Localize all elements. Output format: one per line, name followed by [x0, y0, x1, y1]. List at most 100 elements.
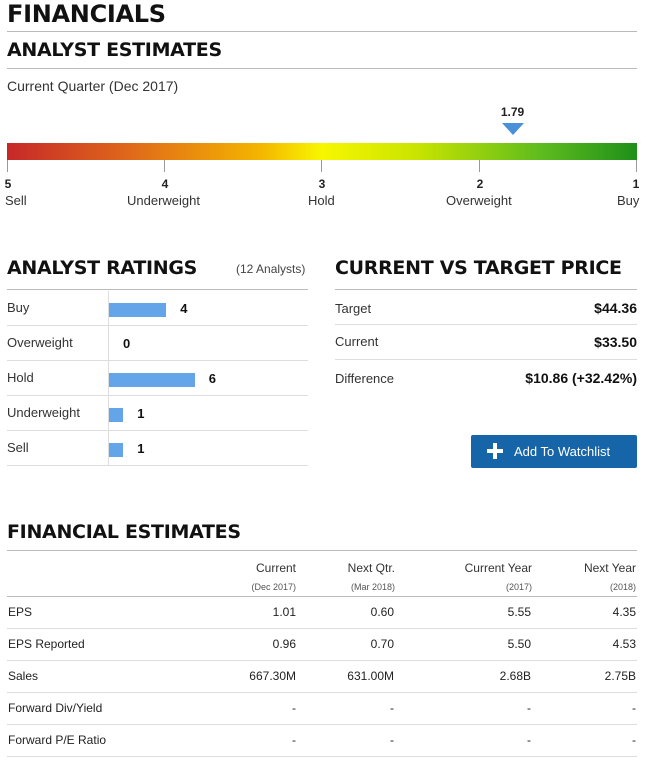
column-header-next-year: Next Year: [583, 561, 636, 575]
table-cell: 5.55: [507, 605, 531, 619]
current-label: Current: [335, 334, 379, 349]
current-vs-target-heading: CURRENT VS TARGET PRICE: [335, 257, 622, 279]
table-cell: 667.30M: [249, 669, 296, 683]
rating-value: 4: [180, 301, 188, 316]
consensus-marker-icon: [501, 123, 524, 135]
table-cell: 2.68B: [499, 669, 531, 683]
table-cell: -: [292, 701, 296, 715]
rating-label: Overweight: [7, 335, 73, 350]
quarter-label: Current Quarter (Dec 2017): [7, 78, 179, 94]
analyst-estimates-heading: ANALYST ESTIMATES: [7, 39, 222, 61]
row-label: EPS: [8, 605, 33, 619]
rating-bar: [109, 408, 124, 422]
target-divider: [335, 289, 637, 290]
rating-value: 6: [208, 371, 217, 386]
gauge-scale-number: 2: [476, 177, 484, 191]
target-value: $44.36: [594, 300, 637, 316]
consensus-gauge-bar: [7, 143, 637, 160]
column-header-next-qtr: Next Qtr.: [347, 561, 395, 575]
rating-row-buy: Buy 4: [7, 291, 308, 326]
column-subheader: (2017): [505, 582, 532, 592]
gauge-scale-label: Hold: [308, 193, 335, 208]
table-cell: -: [632, 701, 636, 715]
table-cell: 2.75B: [604, 669, 636, 683]
rating-value: 1: [137, 406, 145, 421]
gauge-scale-label: Buy: [617, 193, 640, 208]
rating-row-sell: Sell 1: [7, 431, 308, 466]
financial-divider: [7, 550, 637, 551]
table-header-divider: [7, 596, 637, 597]
table-row-forward-pe-ratio: Forward P/E Ratio - - - -: [7, 725, 637, 757]
gauge-scale-number: 5: [4, 177, 12, 191]
difference-value: $10.86 (+32.42%): [525, 370, 637, 386]
rating-bar: [109, 303, 167, 317]
current-value: $33.50: [594, 334, 637, 350]
rating-row-hold: Hold 6: [7, 361, 308, 396]
gauge-scale-label: Underweight: [127, 193, 200, 208]
analyst-count: (12 Analysts): [236, 262, 306, 276]
title-divider: [7, 31, 637, 32]
analyst-ratings-heading: ANALYST RATINGS: [7, 257, 198, 279]
ratings-divider: [7, 289, 308, 290]
rating-bar: [109, 443, 124, 457]
table-cell: 5.50: [507, 637, 531, 651]
gauge-tick: [479, 160, 480, 172]
rating-value: 0: [123, 336, 131, 351]
rating-bar: [109, 373, 195, 387]
add-to-watchlist-button[interactable]: Add To Watchlist: [471, 435, 637, 468]
table-row-eps-reported: EPS Reported 0.96 0.70 5.50 4.53: [7, 629, 637, 661]
table-cell: 1.01: [272, 605, 296, 619]
row-label: Sales: [8, 669, 39, 683]
column-subheader: (2018): [609, 582, 636, 592]
gauge-scale-number: 3: [318, 177, 326, 191]
gauge-scale-number: 1: [632, 177, 640, 191]
column-subheader: (Dec 2017): [251, 582, 296, 592]
rating-label: Underweight: [7, 405, 80, 420]
page-title: FINANCIALS: [7, 0, 166, 28]
gauge-scale-number: 4: [161, 177, 169, 191]
rating-label: Sell: [7, 440, 29, 455]
table-cell: -: [390, 701, 394, 715]
rating-axis: [108, 396, 109, 431]
current-price-row: Current $33.50: [335, 325, 637, 360]
column-subheader: (Mar 2018): [350, 582, 395, 592]
estimates-divider: [7, 68, 637, 69]
rating-row-underweight: Underweight 1: [7, 396, 308, 431]
rating-value: 1: [137, 441, 145, 456]
table-cell: -: [527, 733, 531, 747]
gauge-scale-label: Sell: [5, 193, 27, 208]
row-label: Forward P/E Ratio: [8, 733, 107, 747]
rating-axis: [108, 291, 109, 326]
table-row-sales: Sales 667.30M 631.00M 2.68B 2.75B: [7, 661, 637, 693]
gauge-scale-label: Overweight: [446, 193, 512, 208]
table-row-forward-div-yield: Forward Div/Yield - - - -: [7, 693, 637, 725]
rating-axis: [108, 326, 109, 361]
table-cell: 0.70: [370, 637, 394, 651]
rating-label: Hold: [7, 370, 34, 385]
financial-estimates-heading: FINANCIAL ESTIMATES: [7, 521, 241, 543]
rating-label: Buy: [7, 300, 30, 315]
target-label: Target: [335, 301, 372, 316]
rating-axis: [108, 431, 109, 466]
watchlist-button-label: Add To Watchlist: [514, 444, 611, 459]
consensus-value: 1.79: [500, 105, 525, 119]
column-header-current: Current: [255, 561, 296, 575]
row-label: Forward Div/Yield: [8, 701, 103, 715]
gauge-tick: [164, 160, 165, 172]
table-cell: 0.60: [370, 605, 394, 619]
rating-axis: [108, 361, 109, 396]
table-cell: -: [390, 733, 394, 747]
target-price-row: Target $44.36: [335, 291, 637, 325]
row-label: EPS Reported: [8, 637, 85, 651]
table-row-eps: EPS 1.01 0.60 5.55 4.35: [7, 597, 637, 629]
table-cell: -: [292, 733, 296, 747]
gauge-tick: [7, 160, 8, 172]
gauge-tick: [636, 160, 637, 172]
table-cell: 631.00M: [347, 669, 394, 683]
gauge-tick: [321, 160, 322, 172]
table-cell: 4.53: [612, 637, 636, 651]
table-cell: -: [527, 701, 531, 715]
table-cell: 4.35: [612, 605, 636, 619]
plus-icon: [487, 443, 503, 459]
difference-row: Difference $10.86 (+32.42%): [335, 360, 637, 396]
